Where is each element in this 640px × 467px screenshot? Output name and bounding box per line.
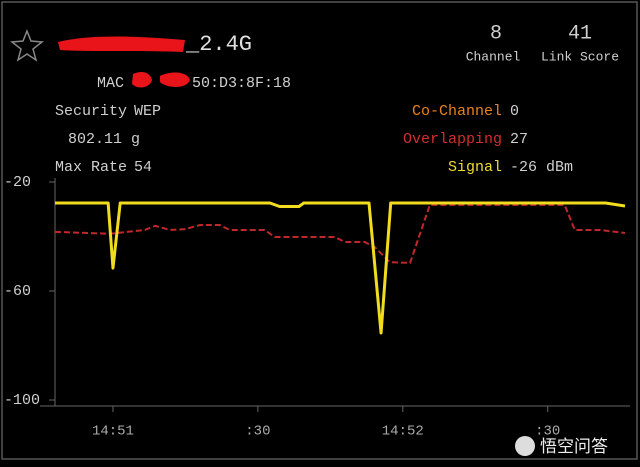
x-tick-label: :30: [535, 424, 560, 440]
max-rate-value: 54: [134, 159, 152, 176]
y-tick-label: -20: [4, 174, 31, 191]
redaction: [58, 36, 185, 52]
link-score-label: Link Score: [541, 49, 619, 64]
x-tick-label: :30: [245, 424, 270, 440]
series-line: [55, 201, 626, 335]
plot: -20 -60 -100 14:51 :30 14:52 :30: [4, 174, 626, 440]
overlapping-label: Overlapping: [403, 131, 502, 148]
max-rate-label: Max Rate: [55, 159, 127, 176]
signal-label: Signal: [448, 159, 502, 176]
panel-border: [1, 1, 638, 460]
standard: 802.11 g: [68, 131, 140, 148]
mac: 50:D3:8F:18: [192, 75, 291, 92]
link-score-value: 41: [568, 22, 592, 45]
security-value: WEP: [134, 103, 161, 120]
x-tick-label: 14:52: [382, 424, 424, 440]
ssid: _2.4G: [185, 32, 252, 57]
series-line: [54, 203, 626, 264]
y-tick-label: -100: [4, 392, 40, 409]
co-channel-value: 0: [510, 103, 519, 120]
signal-value: -26 dBm: [510, 159, 573, 176]
channel-label: Channel: [466, 49, 521, 64]
y-tick-label: -60: [4, 283, 31, 300]
favorite-star[interactable]: [10, 28, 44, 62]
watermark-icon: [515, 436, 535, 456]
channel-value: 8: [490, 22, 502, 45]
x-tick-label: 14:51: [92, 424, 134, 440]
watermark: 悟空问答: [540, 437, 608, 457]
security-label: Security: [55, 103, 127, 120]
co-channel-label: Co-Channel: [412, 103, 502, 120]
overlapping-value: 27: [510, 131, 528, 148]
redaction: [132, 72, 190, 88]
mac-label: MAC: [97, 75, 124, 92]
